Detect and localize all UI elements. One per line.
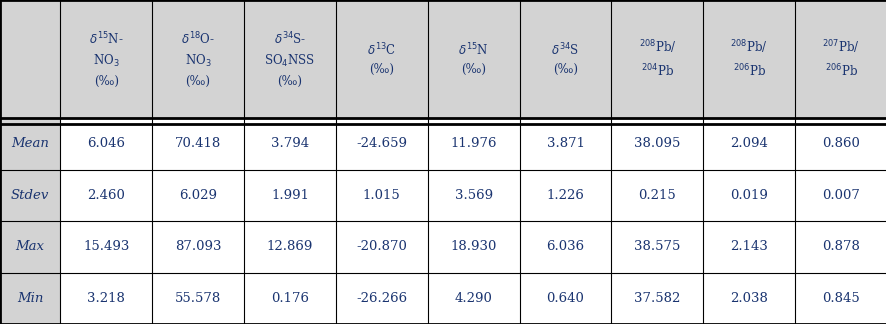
Text: 37.582: 37.582 <box>633 292 680 305</box>
Text: $\delta^{18}$O-
NO$_3$
(‰): $\delta^{18}$O- NO$_3$ (‰) <box>181 31 214 87</box>
Text: 18.930: 18.930 <box>450 240 496 253</box>
Bar <box>519 118 610 170</box>
Text: 87.093: 87.093 <box>175 240 222 253</box>
Text: 70.418: 70.418 <box>175 137 221 150</box>
Bar <box>519 272 610 324</box>
Text: 0.860: 0.860 <box>821 137 859 150</box>
Text: 1.015: 1.015 <box>362 189 400 202</box>
Text: 6.029: 6.029 <box>179 189 217 202</box>
Text: 1.226: 1.226 <box>546 189 584 202</box>
Text: 0.845: 0.845 <box>821 292 859 305</box>
Bar <box>0 170 60 221</box>
Bar <box>0 221 60 272</box>
Bar <box>610 118 703 170</box>
Text: -26.266: -26.266 <box>356 292 407 305</box>
Bar <box>703 118 794 170</box>
Text: 6.036: 6.036 <box>546 240 584 253</box>
Bar <box>336 118 427 170</box>
Bar <box>336 272 427 324</box>
Text: 3.871: 3.871 <box>546 137 584 150</box>
Bar <box>794 272 886 324</box>
Bar <box>60 118 152 170</box>
Text: 2.460: 2.460 <box>87 189 125 202</box>
Bar <box>152 272 244 324</box>
Text: 0.176: 0.176 <box>270 292 308 305</box>
Text: 0.007: 0.007 <box>821 189 859 202</box>
Text: $\delta^{15}$N-
NO$_3$
(‰): $\delta^{15}$N- NO$_3$ (‰) <box>89 31 123 87</box>
Text: 0.215: 0.215 <box>638 189 675 202</box>
Bar <box>794 118 886 170</box>
Bar <box>152 118 244 170</box>
Bar <box>244 221 336 272</box>
Text: $^{208}$Pb/
$^{206}$Pb: $^{208}$Pb/ $^{206}$Pb <box>729 39 767 80</box>
Text: 55.578: 55.578 <box>175 292 221 305</box>
Bar <box>703 170 794 221</box>
Text: 2.143: 2.143 <box>729 240 767 253</box>
Text: Stdev: Stdev <box>11 189 50 202</box>
Bar <box>427 118 519 170</box>
Bar <box>427 170 519 221</box>
Text: $^{207}$Pb/
$^{206}$Pb: $^{207}$Pb/ $^{206}$Pb <box>821 39 859 80</box>
Text: $\delta^{15}$N
(‰): $\delta^{15}$N (‰) <box>458 42 488 76</box>
Text: $^{208}$Pb/
$^{204}$Pb: $^{208}$Pb/ $^{204}$Pb <box>638 39 675 80</box>
Bar <box>610 221 703 272</box>
Bar <box>244 170 336 221</box>
Text: $\delta^{34}$S
(‰): $\delta^{34}$S (‰) <box>551 42 579 76</box>
Bar <box>519 221 610 272</box>
Bar <box>610 272 703 324</box>
Bar <box>60 221 152 272</box>
Bar <box>152 170 244 221</box>
Bar <box>244 118 336 170</box>
Bar <box>0 272 60 324</box>
Bar <box>794 170 886 221</box>
Text: 38.095: 38.095 <box>633 137 680 150</box>
Bar <box>519 170 610 221</box>
Text: 3.569: 3.569 <box>455 189 492 202</box>
Bar <box>152 221 244 272</box>
Text: $\delta^{13}$C
(‰): $\delta^{13}$C (‰) <box>367 42 396 76</box>
Bar <box>610 170 703 221</box>
Text: 11.976: 11.976 <box>450 137 496 150</box>
Bar <box>703 221 794 272</box>
Bar <box>336 221 427 272</box>
Text: $\delta^{34}$S-
SO$_4$NSS
(‰): $\delta^{34}$S- SO$_4$NSS (‰) <box>264 31 315 87</box>
Text: 0.878: 0.878 <box>821 240 859 253</box>
Text: 4.290: 4.290 <box>455 292 492 305</box>
Text: 6.046: 6.046 <box>87 137 125 150</box>
Text: 3.794: 3.794 <box>270 137 308 150</box>
Text: 1.991: 1.991 <box>270 189 308 202</box>
Text: 2.038: 2.038 <box>729 292 767 305</box>
Text: 3.218: 3.218 <box>87 292 125 305</box>
Text: Mean: Mean <box>12 137 49 150</box>
Bar <box>794 221 886 272</box>
Text: Max: Max <box>16 240 44 253</box>
Bar <box>60 170 152 221</box>
Text: 0.019: 0.019 <box>729 189 767 202</box>
Bar <box>244 272 336 324</box>
Bar <box>427 221 519 272</box>
Text: -24.659: -24.659 <box>356 137 407 150</box>
Text: 12.869: 12.869 <box>267 240 313 253</box>
Bar <box>60 272 152 324</box>
Bar <box>427 272 519 324</box>
Text: 2.094: 2.094 <box>729 137 767 150</box>
Text: 38.575: 38.575 <box>633 240 680 253</box>
Bar <box>0 118 60 170</box>
Text: Min: Min <box>17 292 43 305</box>
Bar <box>0 0 886 118</box>
Text: 0.640: 0.640 <box>546 292 584 305</box>
Bar <box>336 170 427 221</box>
Text: -20.870: -20.870 <box>356 240 407 253</box>
Bar <box>703 272 794 324</box>
Text: 15.493: 15.493 <box>83 240 129 253</box>
